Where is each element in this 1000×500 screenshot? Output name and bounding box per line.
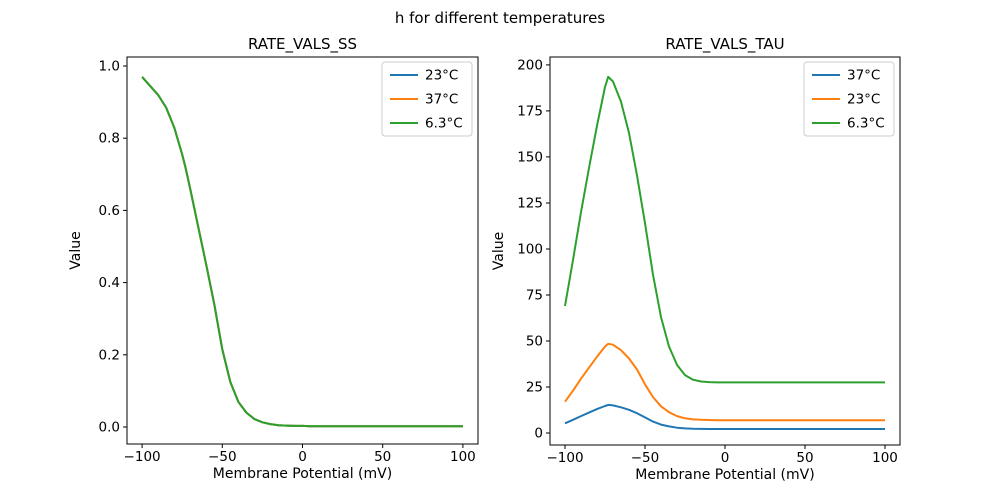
x-axis-label: Membrane Potential (mV) (213, 466, 392, 482)
y-axis-label: Value (491, 232, 507, 270)
x-tick-label: −50 (631, 450, 660, 466)
series-line-6-3-c (141, 76, 463, 428)
x-tick-label: 100 (450, 449, 476, 465)
x-axis-label: Membrane Potential (mV) (635, 467, 814, 483)
x-tick-label: −100 (124, 449, 161, 465)
subplot-rate-vals-ss: −100 −50 0 50 100 0.0 0.2 0.4 0.6 0.8 1.0 RATE_VALS… (68, 35, 479, 482)
subplot-title: RATE_VALS_SS (248, 35, 357, 54)
y-tick-label: 150 (517, 149, 543, 165)
y-tick-label: 100 (517, 242, 543, 258)
y-tick-label: 50 (526, 334, 543, 350)
y-tick-label: 25 (526, 380, 543, 396)
legend: 37°C 23°C 6.3°C (803, 61, 895, 137)
y-tick-label: 175 (517, 103, 543, 119)
y-tick-label: 0 (534, 426, 543, 442)
figure-suptitle: h for different temperatures (394, 9, 606, 27)
legend-label-37-c: 37°C (847, 68, 880, 84)
legend-label-37-c: 37°C (425, 92, 458, 108)
x-tick-label: −100 (546, 450, 583, 466)
y-tick-label: 0.0 (99, 420, 120, 436)
y-tick-label: 200 (517, 57, 543, 73)
x-tick-label: 100 (872, 450, 898, 466)
x-tick-label: 50 (796, 450, 813, 466)
y-tick-label: 0.4 (99, 275, 120, 291)
y-tick-label: 0.6 (99, 203, 120, 219)
x-tick-label: 0 (298, 449, 307, 465)
y-tick-label: 75 (526, 288, 543, 304)
subplot-rate-vals-tau: −100 −50 0 50 100 0 25 50 75 100 125 150 175 200 RATE_… (491, 35, 901, 483)
y-tick-label: 125 (517, 196, 543, 212)
x-tick-label: 0 (721, 450, 730, 466)
x-tick-label: 50 (374, 449, 391, 465)
series-line-6-3-c (564, 75, 885, 384)
x-tick-label: −50 (208, 449, 237, 465)
legend-label-6-3-c: 6.3°C (847, 116, 885, 132)
y-tick-label: 0.2 (99, 347, 120, 363)
series-line-23-c (564, 342, 885, 422)
y-tick-label: 1.0 (99, 59, 120, 75)
legend-label-23-c: 23°C (847, 92, 880, 108)
series-line-37-c (564, 403, 885, 430)
y-axis-label: Value (68, 231, 84, 269)
legend-label-6-3-c: 6.3°C (425, 116, 463, 132)
legend-box (381, 61, 473, 137)
legend: 23°C 37°C 6.3°C (381, 61, 473, 137)
legend-label-23-c: 23°C (425, 68, 458, 84)
subplot-title: RATE_VALS_TAU (665, 35, 784, 54)
y-tick-label: 0.8 (99, 131, 120, 147)
legend-box (803, 61, 895, 137)
